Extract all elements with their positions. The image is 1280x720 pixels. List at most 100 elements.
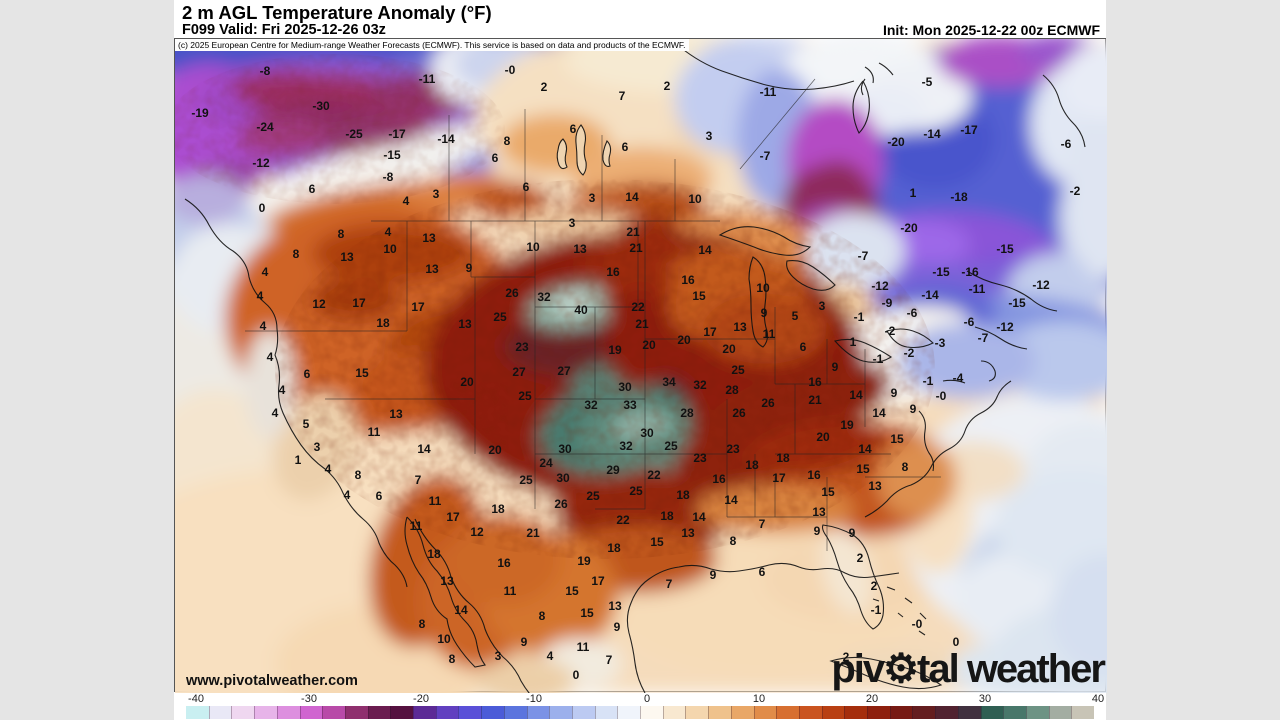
svg-text:3: 3	[495, 649, 502, 663]
svg-text:29: 29	[606, 463, 620, 477]
svg-text:-2: -2	[904, 346, 915, 360]
svg-text:32: 32	[693, 378, 707, 392]
svg-text:16: 16	[681, 273, 695, 287]
svg-text:25: 25	[518, 389, 532, 403]
svg-text:0: 0	[573, 668, 580, 682]
svg-text:3: 3	[589, 191, 596, 205]
svg-text:15: 15	[650, 535, 664, 549]
svg-text:-6: -6	[907, 306, 918, 320]
svg-text:-7: -7	[760, 149, 771, 163]
svg-text:6: 6	[570, 122, 577, 136]
svg-text:16: 16	[497, 556, 511, 570]
svg-text:2: 2	[664, 79, 671, 93]
svg-text:13: 13	[681, 526, 695, 540]
svg-text:3: 3	[314, 440, 321, 454]
svg-text:-24: -24	[256, 120, 274, 134]
svg-text:16: 16	[712, 472, 726, 486]
svg-text:23: 23	[726, 442, 740, 456]
svg-text:6: 6	[304, 367, 311, 381]
svg-text:-20: -20	[900, 221, 918, 235]
svg-text:11: 11	[410, 519, 423, 533]
svg-text:9: 9	[910, 402, 917, 416]
svg-text:11: 11	[368, 425, 381, 439]
svg-text:3: 3	[569, 216, 576, 230]
svg-text:18: 18	[745, 458, 759, 472]
svg-text:4: 4	[279, 383, 286, 397]
svg-text:26: 26	[554, 497, 568, 511]
svg-text:13: 13	[458, 317, 472, 331]
svg-text:21: 21	[526, 526, 540, 540]
svg-text:7: 7	[606, 653, 613, 667]
svg-text:-1: -1	[923, 374, 934, 388]
svg-text:14: 14	[698, 243, 712, 257]
svg-text:8: 8	[730, 534, 737, 548]
svg-text:-19: -19	[191, 106, 209, 120]
svg-text:5: 5	[792, 309, 799, 323]
svg-text:-12: -12	[996, 320, 1014, 334]
svg-text:15: 15	[890, 432, 904, 446]
svg-text:14: 14	[692, 510, 706, 524]
svg-text:20: 20	[488, 443, 502, 457]
svg-text:7: 7	[666, 577, 673, 591]
svg-text:14: 14	[858, 442, 872, 456]
svg-text:2: 2	[541, 80, 548, 94]
svg-text:-6: -6	[964, 315, 975, 329]
svg-text:14: 14	[872, 406, 886, 420]
svg-text:-2: -2	[885, 324, 896, 338]
svg-text:40: 40	[574, 303, 588, 317]
svg-text:25: 25	[493, 310, 507, 324]
svg-text:1: 1	[850, 335, 857, 349]
svg-text:17: 17	[352, 296, 366, 310]
svg-text:-12: -12	[252, 156, 270, 170]
svg-text:6: 6	[492, 151, 499, 165]
svg-text:33: 33	[623, 398, 637, 412]
svg-text:2: 2	[843, 650, 850, 664]
svg-text:8: 8	[539, 609, 546, 623]
svg-text:15: 15	[355, 366, 369, 380]
svg-text:9: 9	[761, 306, 768, 320]
svg-text:26: 26	[761, 396, 775, 410]
svg-text:-14: -14	[923, 127, 941, 141]
svg-text:-8: -8	[383, 170, 394, 184]
svg-text:18: 18	[676, 488, 690, 502]
svg-text:17: 17	[446, 510, 460, 524]
svg-text:14: 14	[454, 603, 468, 617]
svg-text:4: 4	[267, 350, 274, 364]
svg-text:15: 15	[580, 606, 594, 620]
svg-text:4: 4	[272, 406, 279, 420]
svg-text:-5: -5	[922, 75, 933, 89]
svg-text:25: 25	[731, 363, 745, 377]
svg-text:-15: -15	[1008, 296, 1026, 310]
svg-text:-11: -11	[760, 85, 777, 99]
svg-text:10: 10	[688, 192, 702, 206]
svg-text:-17: -17	[388, 127, 406, 141]
svg-text:10: 10	[383, 242, 397, 256]
svg-text:9: 9	[814, 524, 821, 538]
svg-text:15: 15	[856, 462, 870, 476]
svg-text:6: 6	[523, 180, 530, 194]
svg-text:32: 32	[584, 398, 598, 412]
svg-text:17: 17	[591, 574, 605, 588]
svg-text:13: 13	[422, 231, 436, 245]
svg-text:8: 8	[449, 652, 456, 666]
svg-text:4: 4	[257, 289, 264, 303]
svg-text:20: 20	[642, 338, 656, 352]
svg-text:20: 20	[722, 342, 736, 356]
svg-text:6: 6	[376, 489, 383, 503]
svg-text:21: 21	[629, 241, 643, 255]
svg-text:4: 4	[547, 649, 554, 663]
svg-text:-9: -9	[882, 296, 893, 310]
svg-text:-0: -0	[912, 617, 923, 631]
svg-text:23: 23	[693, 451, 707, 465]
svg-text:10: 10	[437, 632, 451, 646]
svg-text:9: 9	[466, 261, 473, 275]
svg-text:8: 8	[419, 617, 426, 631]
svg-text:22: 22	[616, 513, 630, 527]
svg-text:4: 4	[344, 488, 351, 502]
svg-text:18: 18	[607, 541, 621, 555]
svg-text:13: 13	[812, 505, 826, 519]
svg-text:30: 30	[640, 426, 654, 440]
svg-text:-7: -7	[858, 249, 869, 263]
svg-text:13: 13	[733, 320, 747, 334]
svg-text:-18: -18	[950, 190, 968, 204]
